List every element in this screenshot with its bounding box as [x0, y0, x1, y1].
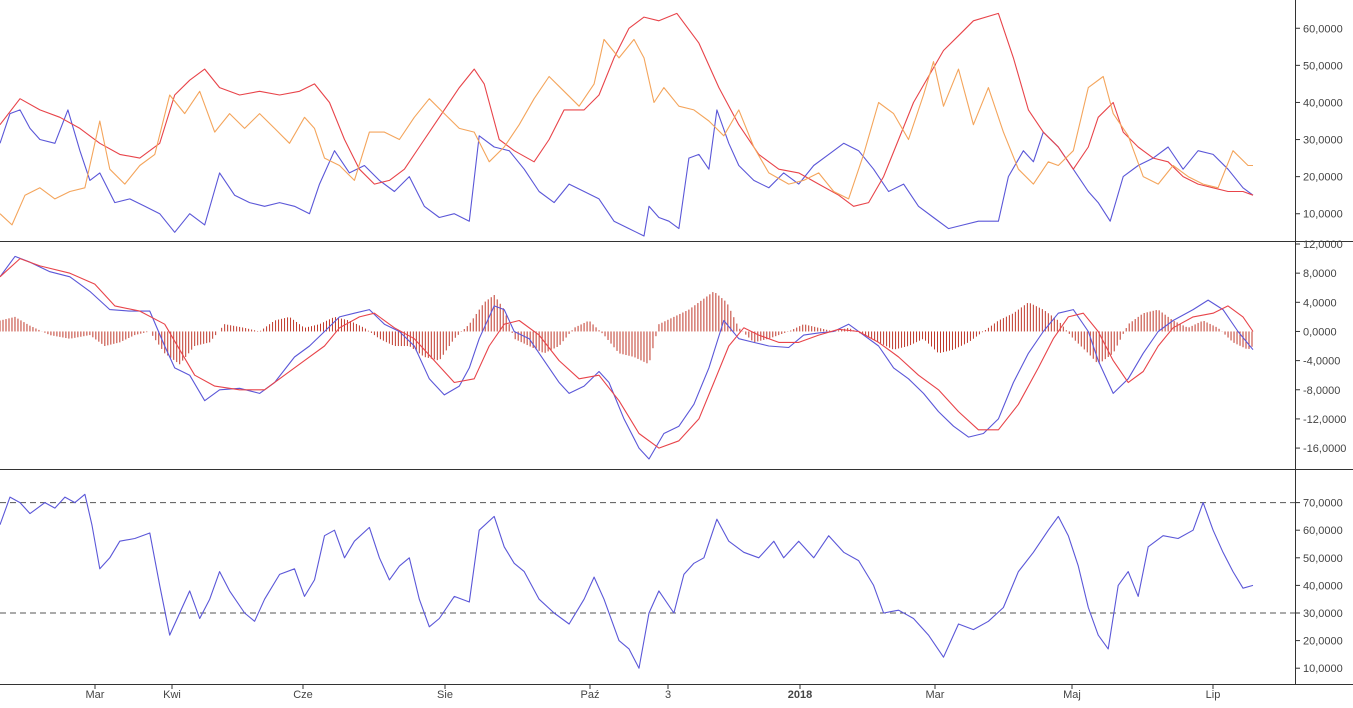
price-panel [0, 12, 1254, 237]
y-tick-label: 50,0000 [1303, 553, 1343, 565]
y-tick-label: 10,0000 [1303, 663, 1343, 675]
x-tick-label: 3 [665, 689, 671, 701]
y-tick-label: -8,0000 [1303, 385, 1340, 397]
macd-panel [0, 255, 1254, 460]
panels [0, 12, 1295, 669]
x-tick-label: Lip [1206, 689, 1221, 701]
y-tick-label: 8,0000 [1303, 268, 1337, 280]
y-tick-label: 0,0000 [1303, 326, 1337, 338]
y-tick-label: 50,0000 [1303, 60, 1343, 72]
series-line-red [0, 258, 1254, 449]
rsi-panel [0, 493, 1295, 669]
y-tick-label: 40,0000 [1303, 97, 1343, 109]
y-tick-label: -4,0000 [1303, 356, 1340, 368]
y-tick-label: 40,0000 [1303, 580, 1343, 592]
y-tick-label: 30,0000 [1303, 608, 1343, 620]
y-tick-label: 60,0000 [1303, 525, 1343, 537]
y-tick-label: -16,0000 [1303, 443, 1346, 455]
y-tick-label: 70,0000 [1303, 498, 1343, 510]
x-tick-label: Kwi [163, 689, 181, 701]
x-tick-label: Sie [437, 689, 453, 701]
x-tick-label: Maj [1063, 689, 1081, 701]
y-tick-label: -12,0000 [1303, 414, 1346, 426]
y-tick-label: 12,0000 [1303, 239, 1343, 251]
y-tick-label: 60,0000 [1303, 23, 1343, 35]
x-tick-label: 2018 [788, 689, 812, 701]
x-tick-label: Mar [926, 689, 945, 701]
y-tick-label: 30,0000 [1303, 135, 1343, 147]
y-tick-label: 10,0000 [1303, 209, 1343, 221]
macd-histogram [0, 292, 1253, 365]
series-line-blue [0, 255, 1254, 460]
series-line-red [0, 12, 1254, 207]
x-tick-label: Cze [293, 689, 313, 701]
x-tick-label: Paź [581, 689, 600, 701]
y-tick-label: 4,0000 [1303, 297, 1337, 309]
y-tick-label: 20,0000 [1303, 172, 1343, 184]
y-tick-label: 20,0000 [1303, 636, 1343, 648]
series-line-orange [0, 38, 1253, 226]
x-tick-label: Mar [86, 689, 105, 701]
series-line-blue [0, 493, 1254, 669]
series-line-blue [0, 109, 1254, 237]
